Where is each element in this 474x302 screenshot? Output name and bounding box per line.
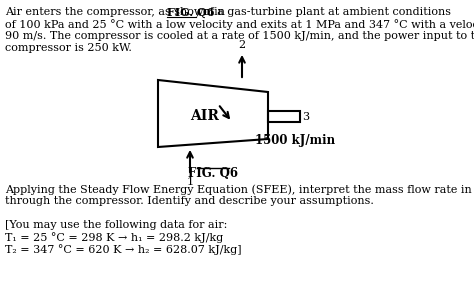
Text: FIG. Q6: FIG. Q6 [188,167,238,180]
Text: AIR: AIR [191,109,219,123]
Text: 90 m/s. The compressor is cooled at a rate of 1500 kJ/min, and the power input t: 90 m/s. The compressor is cooled at a ra… [5,31,474,41]
Text: [You may use the following data for air:: [You may use the following data for air: [5,220,228,230]
Text: Air enters the compressor, as shown in: Air enters the compressor, as shown in [5,7,228,17]
Text: 1: 1 [186,177,193,187]
Text: 1500 kJ/min: 1500 kJ/min [255,134,335,147]
Text: of 100 kPa and 25 °C with a low velocity and exits at 1 MPa and 347 °C with a ve: of 100 kPa and 25 °C with a low velocity… [5,19,474,30]
Bar [268,111,300,122]
Text: Applying the Steady Flow Energy Equation (SFEE), interpret the mass flow rate in: Applying the Steady Flow Energy Equation… [5,184,474,194]
Text: T₂ = 347 °C = 620 K → h₂ = 628.07 kJ/kg]: T₂ = 347 °C = 620 K → h₂ = 628.07 kJ/kg] [5,244,242,255]
Text: , of a gas-turbine plant at ambient conditions: , of a gas-turbine plant at ambient cond… [196,7,451,17]
Text: T₁ = 25 °C = 298 K → h₁ = 298.2 kJ/kg: T₁ = 25 °C = 298 K → h₁ = 298.2 kJ/kg [5,232,223,243]
Text: FIG. Q6: FIG. Q6 [167,7,214,18]
Text: 3: 3 [302,111,309,121]
Text: compressor is 250 kW.: compressor is 250 kW. [5,43,132,53]
Text: through the compressor. Identify and describe your assumptions.: through the compressor. Identify and des… [5,196,374,206]
Text: 2: 2 [238,40,246,50]
